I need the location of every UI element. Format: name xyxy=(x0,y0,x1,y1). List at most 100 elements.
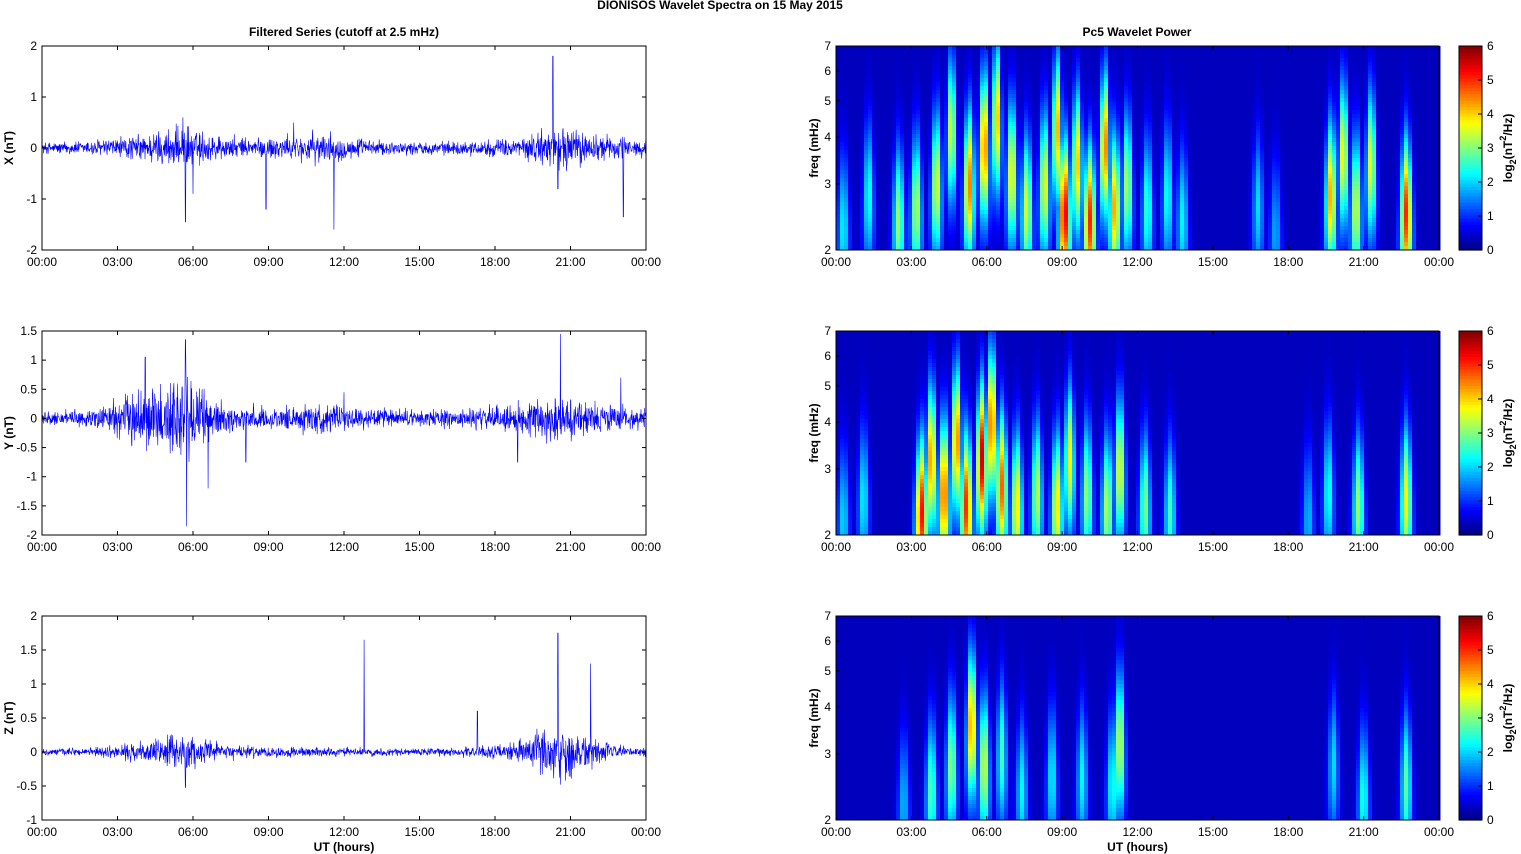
power-cell xyxy=(1228,106,1233,111)
power-cell xyxy=(1312,58,1317,63)
power-cell xyxy=(1208,74,1213,79)
power-cell xyxy=(892,170,897,175)
power-cell xyxy=(1400,94,1405,99)
power-cell xyxy=(960,50,965,55)
power-cell xyxy=(1036,50,1041,55)
power-cell xyxy=(1168,50,1173,55)
power-cell xyxy=(1008,50,1013,55)
power-cell xyxy=(1212,122,1217,127)
power-cell xyxy=(952,54,957,59)
power-cell xyxy=(1000,58,1005,63)
power-cell xyxy=(1024,94,1029,99)
power-cell xyxy=(1356,74,1361,79)
power-cell xyxy=(1040,78,1045,83)
power-cell xyxy=(1260,154,1265,159)
power-cell xyxy=(836,170,841,175)
power-cell xyxy=(1036,86,1041,91)
power-cell xyxy=(980,150,985,155)
power-cell xyxy=(1024,122,1029,127)
power-cell xyxy=(840,74,845,79)
power-cell xyxy=(1024,78,1029,83)
power-cell xyxy=(1412,70,1417,75)
power-cell xyxy=(948,130,953,135)
power-cell xyxy=(1188,122,1193,127)
power-cell xyxy=(884,54,889,59)
power-cell xyxy=(1348,102,1353,107)
power-cell xyxy=(920,62,925,67)
power-cell xyxy=(1288,154,1293,159)
power-cell xyxy=(912,138,917,143)
power-cell xyxy=(972,138,977,143)
power-cell xyxy=(1376,122,1381,127)
power-cell xyxy=(964,122,969,127)
power-cell xyxy=(844,130,849,135)
power-cell xyxy=(836,62,841,67)
power-cell xyxy=(1100,66,1105,71)
power-cell xyxy=(940,58,945,63)
power-cell xyxy=(1236,122,1241,127)
power-cell xyxy=(1316,58,1321,63)
power-cell xyxy=(1032,158,1037,163)
power-cell xyxy=(1236,94,1241,99)
power-cell xyxy=(1328,166,1333,171)
power-cell xyxy=(876,106,881,111)
power-cell xyxy=(1344,66,1349,71)
power-cell xyxy=(1144,122,1149,127)
power-cell xyxy=(1000,62,1005,67)
power-cell xyxy=(924,150,929,155)
power-cell xyxy=(1228,142,1233,147)
power-cell xyxy=(1416,74,1421,79)
power-cell xyxy=(1048,146,1053,151)
power-cell xyxy=(1060,62,1065,67)
power-cell xyxy=(1348,170,1353,175)
power-cell xyxy=(1236,146,1241,151)
power-cell xyxy=(1344,90,1349,95)
power-cell xyxy=(1184,78,1189,83)
ytick-label: 2 xyxy=(30,609,37,623)
power-cell xyxy=(1124,58,1129,63)
power-cell xyxy=(1320,102,1325,107)
power-cell xyxy=(1156,138,1161,143)
power-cell xyxy=(1432,118,1437,123)
power-cell xyxy=(1144,106,1149,111)
power-cell xyxy=(892,46,897,51)
power-cell xyxy=(920,54,925,59)
power-cell xyxy=(1280,90,1285,95)
power-cell xyxy=(976,78,981,83)
power-cell xyxy=(1128,82,1133,87)
power-cell xyxy=(1076,66,1081,71)
power-cell xyxy=(880,162,885,167)
power-cell xyxy=(1136,98,1141,103)
power-cell xyxy=(1276,78,1281,83)
power-cell xyxy=(1248,62,1253,67)
power-cell xyxy=(1116,98,1121,103)
power-cell xyxy=(1148,62,1153,67)
power-cell xyxy=(1120,102,1125,107)
power-cell xyxy=(1420,126,1425,131)
power-cell xyxy=(1300,90,1305,95)
power-cell xyxy=(1052,62,1057,67)
power-cell xyxy=(1048,90,1053,95)
power-cell xyxy=(1104,134,1109,139)
power-cell xyxy=(1192,102,1197,107)
power-cell xyxy=(852,90,857,95)
power-cell xyxy=(856,94,861,99)
power-cell xyxy=(876,90,881,95)
power-cell xyxy=(968,126,973,131)
power-cell xyxy=(1008,70,1013,75)
power-cell xyxy=(1000,54,1005,59)
power-cell xyxy=(1304,58,1309,63)
power-cell xyxy=(988,62,993,67)
power-cell xyxy=(1120,110,1125,115)
power-cell xyxy=(1168,102,1173,107)
power-cell xyxy=(892,70,897,75)
power-cell xyxy=(1340,54,1345,59)
power-cell xyxy=(968,66,973,71)
power-cell xyxy=(1008,150,1013,155)
power-cell xyxy=(1092,82,1097,87)
power-cell xyxy=(1212,46,1217,51)
power-cell xyxy=(1156,82,1161,87)
power-cell xyxy=(1088,166,1093,171)
power-cell xyxy=(1084,98,1089,103)
power-cell xyxy=(1012,158,1017,163)
